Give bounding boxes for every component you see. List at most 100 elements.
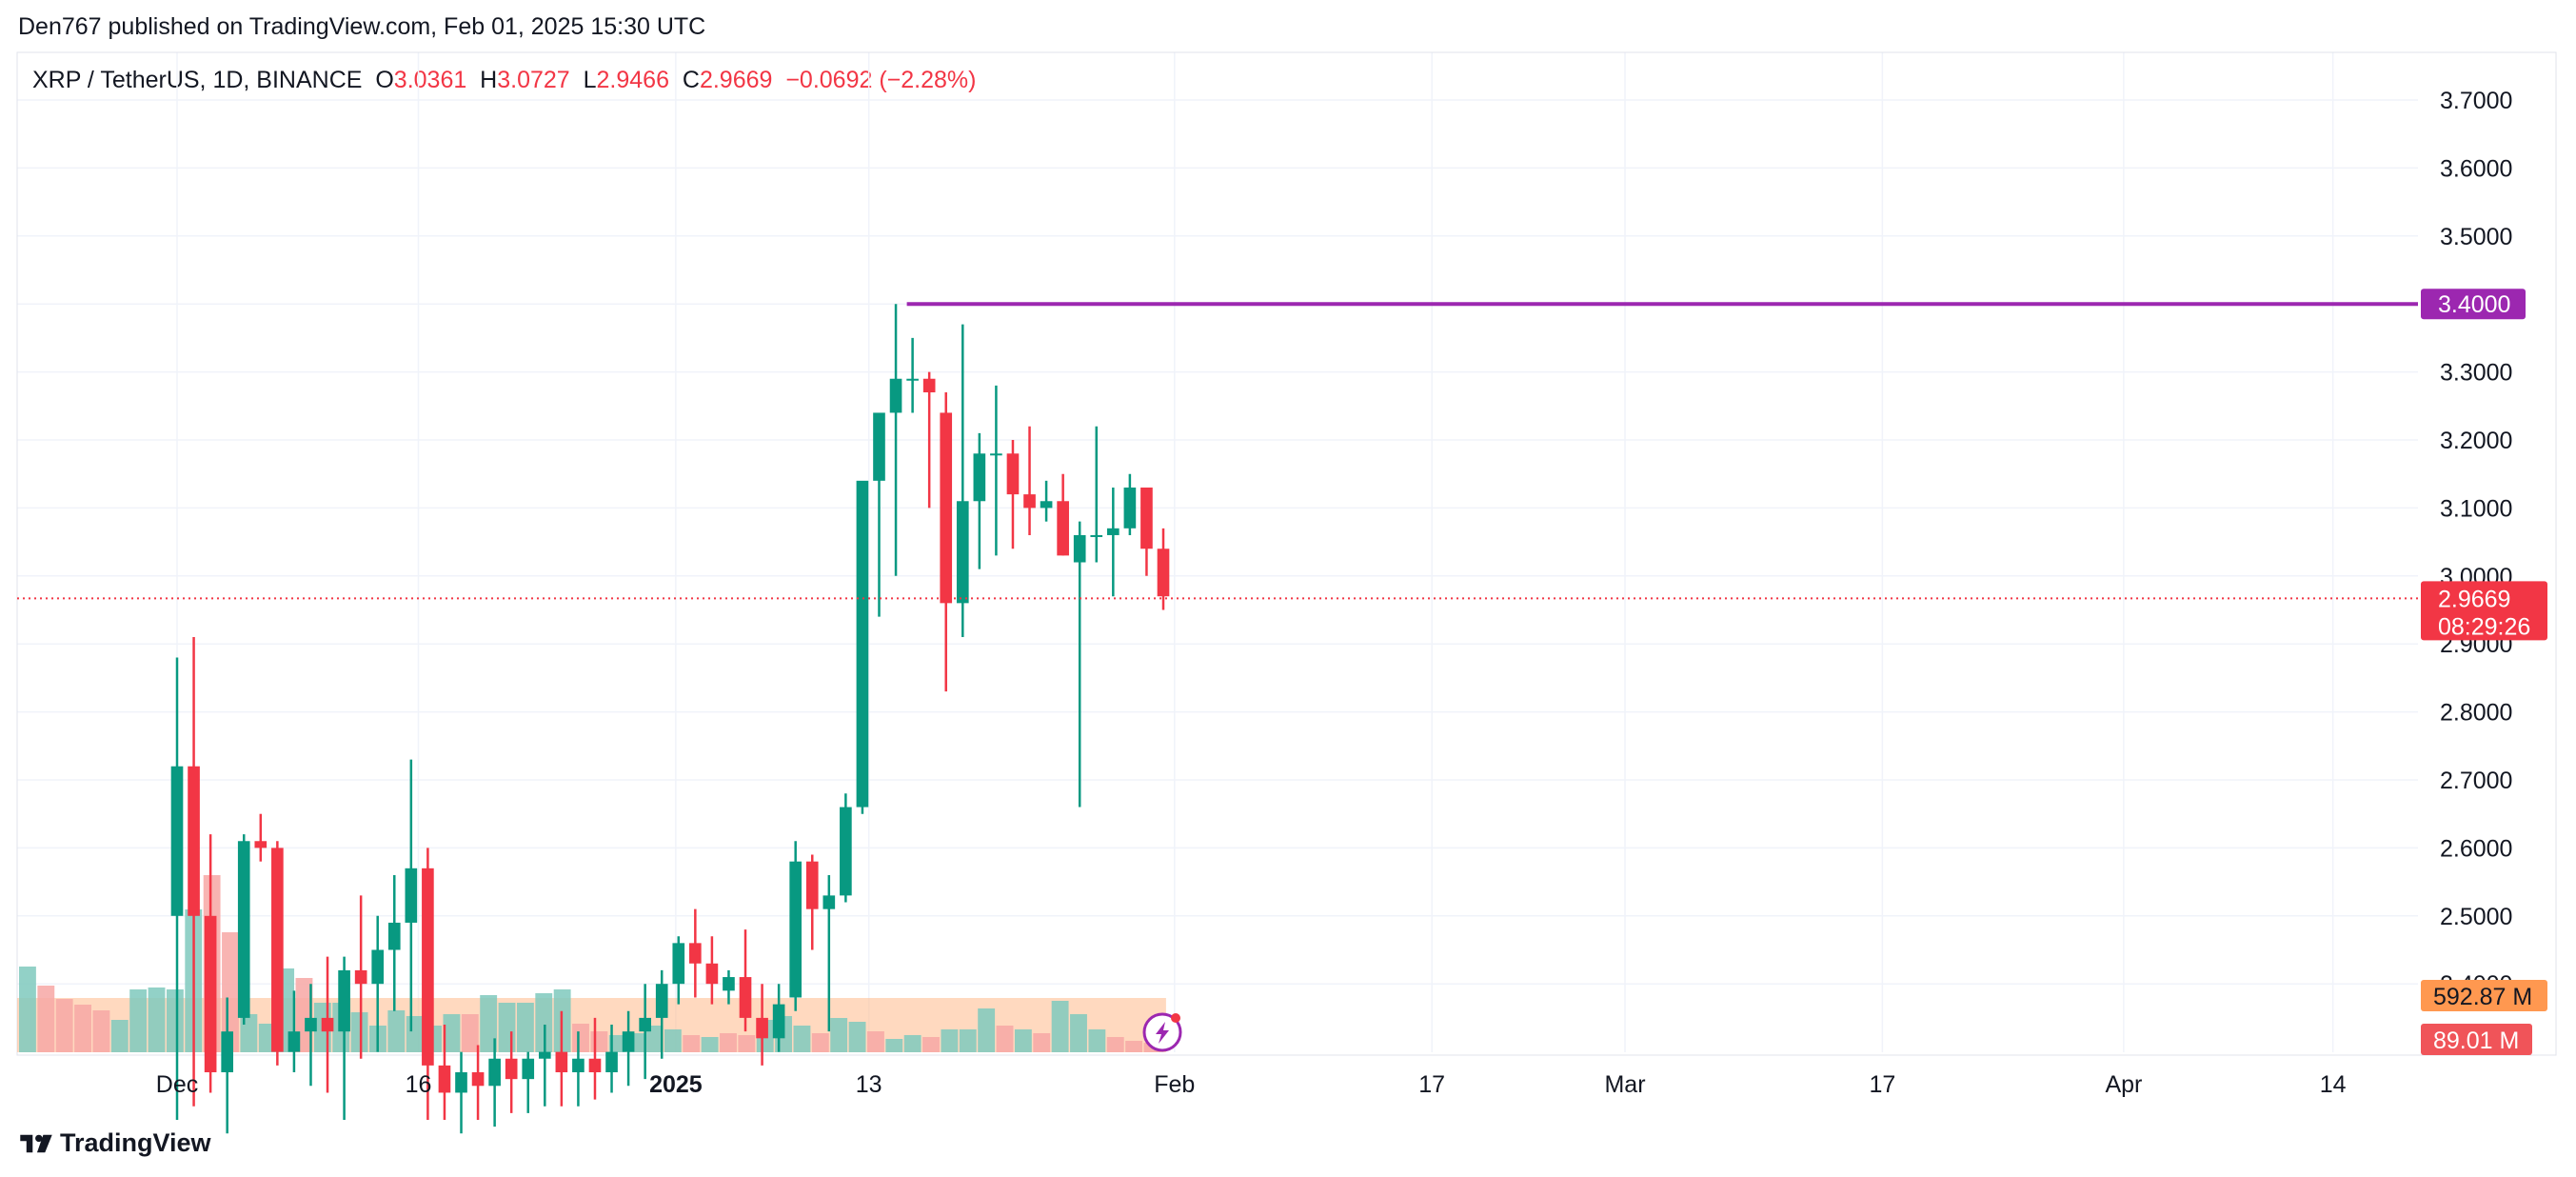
candle (405, 759, 418, 1032)
open-value: 3.0361 (393, 67, 467, 93)
chart-border (16, 51, 2557, 1056)
candle (287, 990, 301, 1073)
close-value: 2.9669 (699, 67, 773, 93)
candle-body (522, 1058, 535, 1080)
price-tick-label: 3.7000 (2440, 88, 2512, 114)
candle (271, 841, 284, 1066)
candle-body (338, 969, 350, 1032)
candle-body (840, 807, 852, 896)
candle-body (1090, 534, 1103, 537)
volume-bar (590, 1031, 608, 1052)
volume-bar (110, 1020, 129, 1052)
volume-bar (1106, 1037, 1124, 1052)
candle (756, 984, 768, 1066)
volume-bar (885, 1039, 903, 1052)
candle (940, 392, 953, 692)
candle (889, 304, 902, 576)
candle-body (321, 1017, 334, 1032)
price-tick-label: 3.5000 (2440, 224, 2512, 250)
candle-body (705, 963, 719, 985)
low-label: L (583, 67, 597, 93)
volume-bar (848, 1022, 866, 1052)
candle-body (1157, 549, 1170, 597)
candle (572, 1031, 585, 1107)
volume-bar (1125, 1041, 1143, 1052)
volume-bar (480, 995, 498, 1052)
candle-body (221, 1031, 233, 1073)
candle (973, 432, 986, 569)
candle (1157, 528, 1170, 610)
candle (990, 385, 1002, 556)
candle (438, 1025, 451, 1120)
time-tick-label: Dec (156, 1071, 198, 1098)
candle (387, 874, 401, 1011)
candle (505, 1031, 518, 1113)
candle-body (455, 1072, 467, 1093)
candle (605, 1025, 618, 1093)
price-tick-label: 3.1000 (2440, 495, 2512, 522)
candle (922, 371, 936, 509)
volume-bar (811, 1033, 829, 1052)
volume-bar (608, 1035, 626, 1052)
brand-name: TradingView (60, 1128, 211, 1157)
candle (822, 874, 836, 1032)
candle-body (672, 943, 685, 985)
candle-body (287, 1031, 301, 1052)
change-value: −0.0692 (−2.28%) (785, 67, 977, 93)
candle (672, 936, 685, 1005)
candle-body (723, 977, 735, 991)
candle-body (204, 915, 217, 1073)
volume-bar (830, 1018, 848, 1052)
volume-badge (2421, 1024, 2532, 1055)
candle (689, 908, 702, 998)
tradingview-brand[interactable]: TradingView (18, 1128, 211, 1158)
candle-body (1140, 487, 1153, 549)
candle (188, 637, 200, 1107)
candle (221, 997, 233, 1134)
candle-body (805, 861, 819, 909)
candle-body (254, 841, 268, 848)
candle (1123, 473, 1137, 535)
candle-body (739, 977, 752, 1018)
candle-body (973, 453, 986, 502)
candle (1140, 487, 1153, 576)
time-tick-label: 2025 (649, 1071, 703, 1098)
candle (1006, 440, 1020, 549)
candle-body (822, 895, 836, 909)
candle-body (471, 1072, 485, 1087)
candle (739, 929, 752, 1032)
candle (639, 984, 651, 1080)
price-tick-label: 2.8000 (2440, 700, 2512, 727)
candle (555, 1010, 568, 1107)
published-by-text: Den767 published on TradingView.com, Feb… (18, 13, 706, 40)
candle (538, 1025, 551, 1107)
candle (1073, 521, 1086, 808)
candle-body (371, 949, 385, 985)
time-tick-label: 13 (856, 1071, 882, 1098)
volume-bar (461, 1014, 479, 1052)
volume-bar (701, 1037, 719, 1052)
volume-bar (1088, 1029, 1106, 1052)
symbol-name[interactable]: XRP / TetherUS, 1D, BINANCE (32, 67, 363, 93)
open-label: O (375, 67, 394, 93)
candle (956, 324, 969, 638)
candle (254, 813, 268, 862)
candle (723, 969, 735, 1005)
candle-body (956, 501, 969, 604)
volume-bar (1051, 1001, 1069, 1052)
time-tick-label: Feb (1154, 1071, 1195, 1098)
candle-body (1023, 494, 1036, 509)
candlesticks (170, 304, 1170, 1134)
candle (906, 337, 919, 413)
candle-body (873, 412, 885, 481)
candle-body (990, 453, 1002, 456)
candle-body (1040, 501, 1053, 509)
candle-body (588, 1058, 602, 1073)
low-value: 2.9466 (596, 67, 669, 93)
volume-bar (738, 1035, 756, 1052)
candle-body (170, 766, 184, 916)
time-tick-label: 14 (2320, 1071, 2347, 1098)
lightning-icon[interactable] (1142, 1012, 1182, 1052)
